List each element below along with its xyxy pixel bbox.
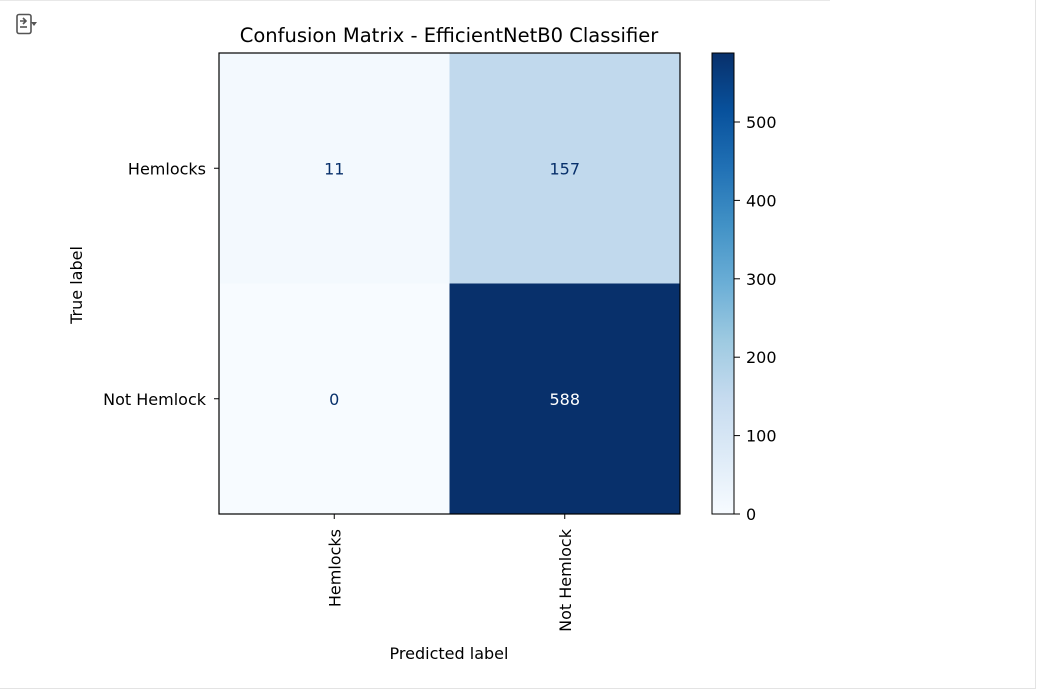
x-tick-label-not-hemlock: Not Hemlock <box>556 528 575 632</box>
matrix-cell-r1-c0 <box>219 283 450 515</box>
x-axis-ticks: Hemlocks Not Hemlock <box>325 514 575 632</box>
colorbar-ticks: 0 100 200 300 400 500 <box>734 113 777 524</box>
colorbar-tick-label-400: 400 <box>746 191 777 210</box>
colorbar-tick-label-100: 100 <box>746 427 777 446</box>
matrix-cell-r0-c1 <box>449 53 681 284</box>
matrix-cells <box>219 53 681 515</box>
matrix-cell-r1-c1 <box>449 283 681 515</box>
output-collapse-icon <box>16 13 37 35</box>
cell-divider <box>0 0 830 1</box>
cell-value-r0-c1: 157 <box>549 159 580 178</box>
matrix-cell-r0-c0 <box>219 53 450 284</box>
colorbar <box>711 52 735 515</box>
y-tick-label-hemlocks: Hemlocks <box>128 159 206 178</box>
output-toggle-button[interactable] <box>14 12 40 36</box>
y-axis-ticks: Hemlocks Not Hemlock <box>103 159 219 409</box>
matrix-frame <box>218 52 681 515</box>
colorbar-tick-label-0: 0 <box>746 505 756 524</box>
cell-value-r1-c0: 0 <box>329 390 339 409</box>
colorbar-tick-label-200: 200 <box>746 348 777 367</box>
y-axis-label: True label <box>67 246 86 325</box>
chart-title: Confusion Matrix - EfficientNetB0 Classi… <box>240 24 660 47</box>
x-axis-label: Predicted label <box>390 644 509 663</box>
cell-value-r1-c1: 588 <box>549 390 580 409</box>
y-tick-label-not-hemlock: Not Hemlock <box>103 390 207 409</box>
colorbar-tick-label-300: 300 <box>746 270 777 289</box>
x-tick-label-hemlocks: Hemlocks <box>325 529 344 607</box>
cell-value-r0-c0: 11 <box>324 159 344 178</box>
colorbar-tick-label-500: 500 <box>746 113 777 132</box>
matrix-value-labels: 11 157 0 588 <box>324 159 580 409</box>
